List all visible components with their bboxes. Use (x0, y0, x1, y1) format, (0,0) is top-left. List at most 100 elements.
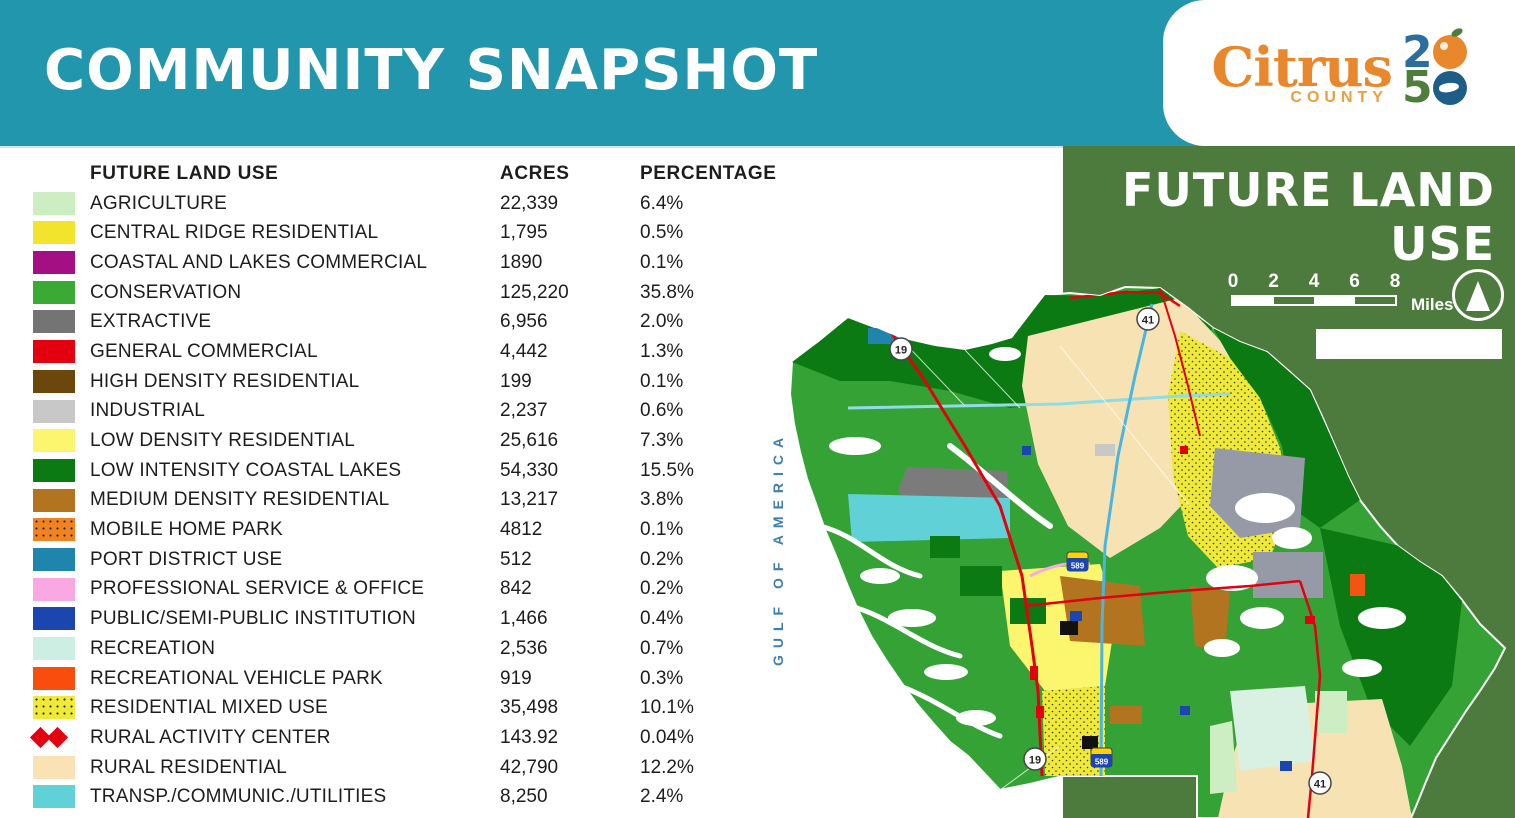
scale-tick: 0 (1227, 271, 1239, 292)
land-use-label: RECREATION (90, 637, 216, 659)
table-row: INDUSTRIAL 2,237 0.6% (33, 397, 773, 427)
column-header-land-use: FUTURE LAND USE (90, 162, 279, 184)
svg-text:41: 41 (1314, 779, 1326, 791)
percentage-value: 15.5% (640, 459, 694, 481)
acres-value: 143.92 (500, 726, 559, 748)
acres-value: 6,956 (500, 311, 548, 333)
percentage-value: 35.8% (640, 281, 694, 303)
future-land-use-map: 19 41 589 19 589 41 (788, 285, 1507, 818)
scale-bar: 0 2 4 6 8 Miles (1227, 271, 1461, 317)
land-use-label: TRANSP./COMMUNIC./UTILITIES (90, 786, 387, 808)
table-row: CONSERVATION 125,220 35.8% (33, 278, 773, 308)
table-row: PORT DISTRICT USE 512 0.2% (33, 545, 773, 575)
acres-value: 512 (500, 548, 532, 570)
legend-swatch (33, 369, 75, 393)
table-row: EXTRACTIVE 6,956 2.0% (33, 307, 773, 337)
percentage-value: 0.1% (640, 519, 684, 541)
percentage-value: 0.04% (640, 726, 694, 748)
land-use-label: RURAL ACTIVITY CENTER (90, 726, 331, 748)
acres-value: 4812 (500, 519, 543, 541)
acres-value: 13,217 (500, 489, 559, 511)
table-row: GENERAL COMMERCIAL 4,442 1.3% (33, 337, 773, 367)
legend-swatch (33, 488, 75, 512)
acres-value: 42,790 (500, 756, 559, 778)
table-row: MEDIUM DENSITY RESIDENTIAL 13,217 3.8% (33, 486, 773, 516)
acres-value: 842 (500, 578, 532, 600)
acres-value: 2,237 (500, 400, 548, 422)
svg-text:589: 589 (1095, 758, 1109, 767)
table-row: CENTRAL RIDGE RESIDENTIAL 1,795 0.5% (33, 218, 773, 248)
land-use-label: LOW DENSITY RESIDENTIAL (90, 430, 356, 452)
table-row: RESIDENTIAL MIXED USE 35,498 10.1% (33, 693, 773, 723)
legend-swatch (33, 399, 75, 423)
svg-text:41: 41 (1142, 315, 1154, 327)
land-use-label: RESIDENTIAL MIXED USE (90, 697, 328, 719)
percentage-value: 0.2% (640, 578, 684, 600)
land-use-label: LOW INTENSITY COASTAL LAKES (90, 459, 402, 481)
table-row: TRANSP./COMMUNIC./UTILITIES 8,250 2.4% (33, 782, 773, 812)
scale-track (1231, 295, 1397, 306)
legend-swatch (33, 637, 75, 660)
logo-year-2050: 2 5 (1401, 30, 1467, 113)
land-use-regions (792, 287, 1462, 818)
percentage-value: 2.0% (640, 311, 684, 333)
percentage-value: 10.1% (640, 697, 694, 719)
scale-tick: 6 (1349, 271, 1360, 292)
table-row: COASTAL AND LAKES COMMERCIAL 1890 0.1% (33, 248, 773, 278)
legend-swatch (33, 310, 75, 334)
table-row: MOBILE HOME PARK 4812 0.1% (33, 515, 773, 545)
percentage-value: 0.7% (640, 637, 684, 659)
acres-value: 199 (500, 370, 532, 392)
route-shield-19-south: 19 (1023, 747, 1047, 771)
table-row: LOW DENSITY RESIDENTIAL 25,616 7.3% (33, 426, 773, 456)
acres-value: 35,498 (500, 697, 559, 719)
legend-swatch (33, 280, 75, 304)
legend-swatch (33, 785, 75, 809)
acres-value: 22,339 (500, 192, 559, 214)
gulf-of-america-label: GULF OF AMERICA (770, 430, 786, 666)
legend-swatch (33, 251, 75, 275)
table-body: AGRICULTURE 22,339 6.4% CENTRAL RIDGE RESID… (29, 189, 773, 812)
percentage-value: 12.2% (640, 756, 694, 778)
map-title-line1: FUTURE LAND (1122, 163, 1495, 217)
legend-swatch-diamonds (29, 726, 75, 749)
acres-value: 1,466 (500, 608, 548, 630)
table-row: LOW INTENSITY COASTAL LAKES 54,330 15.5% (33, 456, 773, 486)
orange-fruit-icon (1432, 35, 1467, 70)
percentage-value: 0.6% (640, 400, 684, 422)
legend-swatch (33, 755, 75, 779)
table-row: RECREATIONAL VEHICLE PARK 919 0.3% (33, 664, 773, 694)
legend-swatch (33, 340, 75, 364)
map-title: FUTURE LAND USE (1122, 163, 1495, 272)
header-divider (0, 146, 1063, 148)
legend-swatch-dotted (33, 696, 75, 720)
percentage-value: 2.4% (640, 786, 684, 808)
land-use-label: PROFESSIONAL SERVICE & OFFICE (90, 578, 425, 600)
route-shield-41-south: 41 (1308, 771, 1332, 795)
percentage-value: 3.8% (640, 489, 684, 511)
route-shield-589-south: 589 (1090, 747, 1113, 768)
acres-value: 125,220 (500, 281, 569, 303)
legend-swatch (33, 191, 75, 215)
svg-text:589: 589 (1071, 562, 1085, 571)
land-use-label: GENERAL COMMERCIAL (90, 340, 318, 362)
legend-swatch (33, 458, 75, 482)
land-use-label: CONSERVATION (90, 281, 242, 303)
acres-value: 2,536 (500, 637, 548, 659)
land-use-label: PUBLIC/SEMI-PUBLIC INSTITUTION (90, 608, 416, 630)
legend-swatch (33, 429, 75, 453)
blank-credit-box (1316, 329, 1502, 359)
land-use-label: MOBILE HOME PARK (90, 519, 283, 541)
table-row: HIGH DENSITY RESIDENTIAL 199 0.1% (33, 367, 773, 397)
land-use-label: HIGH DENSITY RESIDENTIAL (90, 370, 360, 392)
table-row: PROFESSIONAL SERVICE & OFFICE 842 0.2% (33, 575, 773, 605)
table-row: RURAL RESIDENTIAL 42,790 12.2% (33, 753, 773, 783)
table-row: PUBLIC/SEMI-PUBLIC INSTITUTION 1,466 0.4% (33, 604, 773, 634)
percentage-value: 1.3% (640, 340, 684, 362)
logo-digit-5: 5 (1401, 62, 1433, 113)
land-use-table: FUTURE LAND USE ACRES PERCENTAGE AGRICUL… (29, 159, 776, 812)
acres-value: 4,442 (500, 340, 548, 362)
scale-tick: 8 (1389, 271, 1401, 292)
logo-brand-block: Citrus COUNTY (1211, 40, 1393, 106)
